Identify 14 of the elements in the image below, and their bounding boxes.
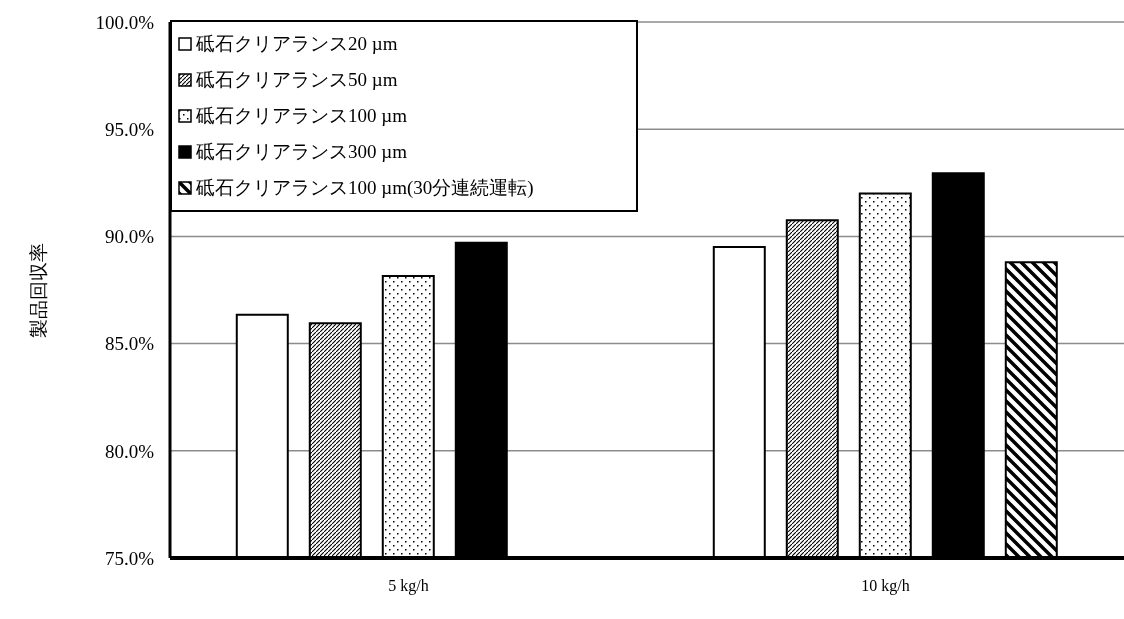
x-tick-label: 5 kg/h (388, 577, 429, 596)
legend-label: 砥石クリアランス100 µm (196, 104, 407, 128)
y-tick-label: 75.0% (104, 547, 155, 569)
y-axis-title: 製品回収率 (26, 242, 49, 338)
legend-label: 砥石クリアランス100 µm(30分連続運転) (196, 176, 534, 200)
y-tick-label: 90.0% (104, 226, 155, 248)
y-tick-label: 95.0% (104, 118, 155, 140)
x-tick-label: 10 kg/h (861, 577, 910, 596)
legend-label: 砥石クリアランス50 µm (196, 68, 398, 92)
y-tick-label: 80.0% (104, 440, 155, 462)
y-tick-label: 85.0% (104, 333, 155, 355)
legend-label: 砥石クリアランス20 µm (196, 32, 398, 56)
y-tick-label: 100.0% (95, 11, 155, 33)
legend-label: 砥石クリアランス300 µm (196, 140, 407, 164)
